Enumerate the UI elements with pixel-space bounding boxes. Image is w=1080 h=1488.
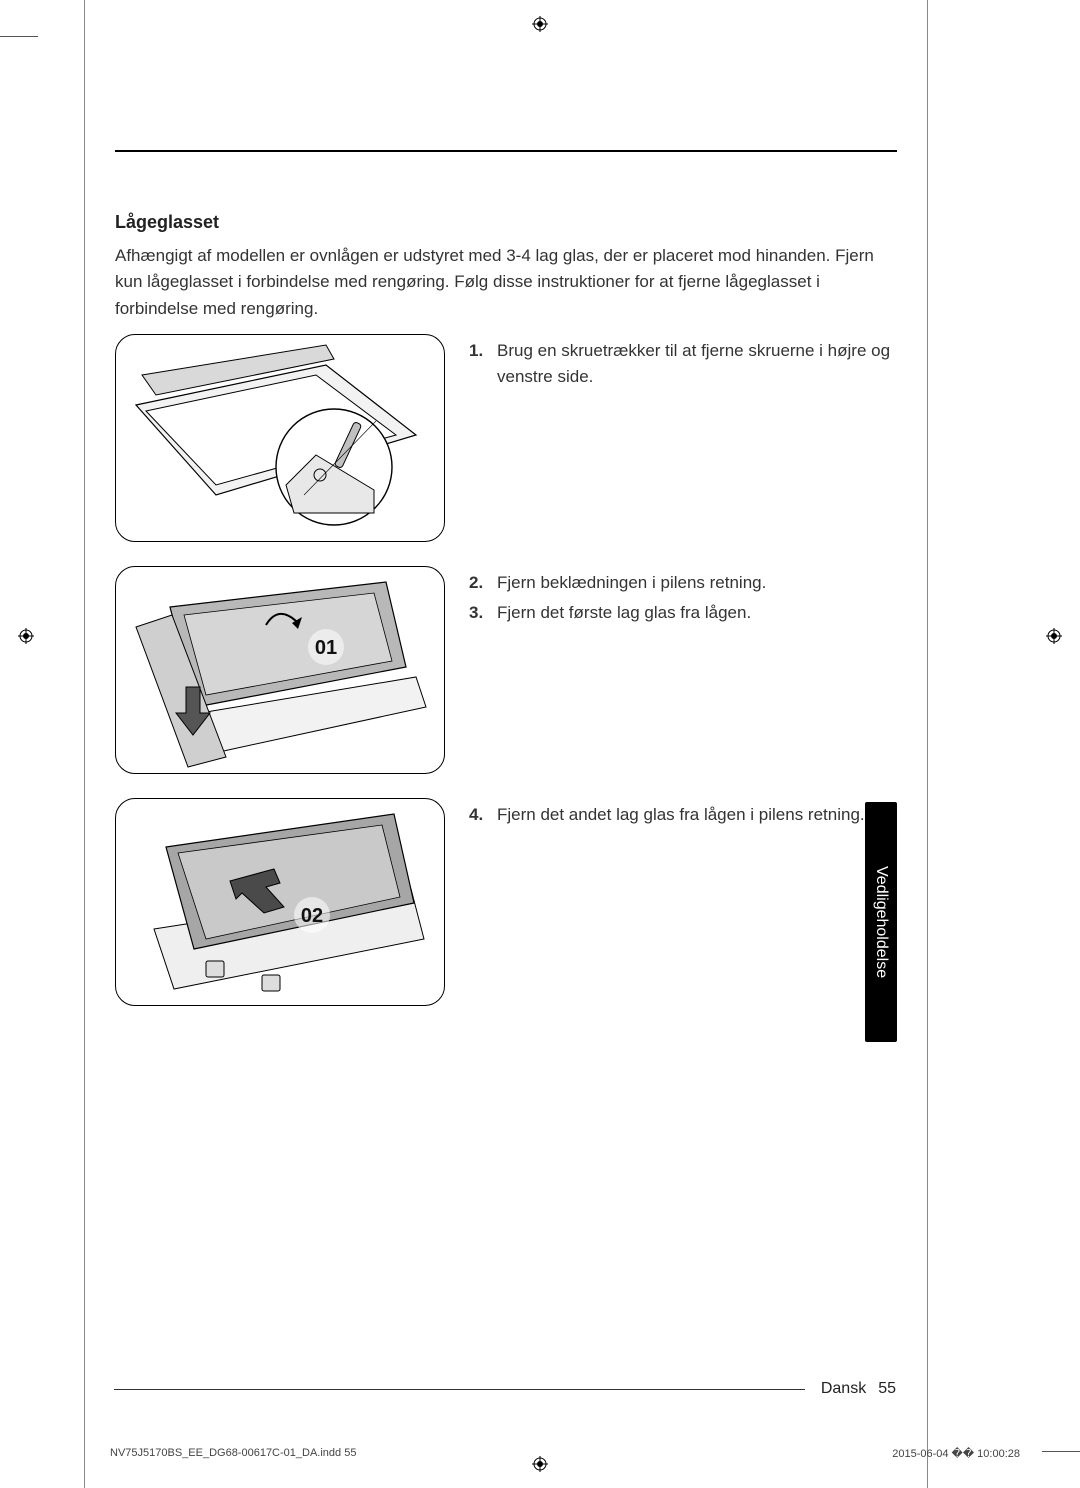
step-number: 1.	[469, 338, 487, 389]
footer-page-number: 55	[878, 1380, 896, 1398]
step-row: 02 4. Fjern det andet lag glas fra lågen…	[115, 798, 897, 1006]
step-item: 1. Brug en skruetrækker til at fjerne sk…	[469, 338, 897, 389]
step-body: Brug en skruetrækker til at fjerne skrue…	[497, 338, 897, 389]
crop-mark	[0, 36, 38, 37]
step-body: Fjern beklædningen i pilens retning.	[497, 570, 766, 596]
step-text: 4. Fjern det andet lag glas fra lågen i …	[469, 798, 897, 1006]
step-row: 1. Brug en skruetrækker til at fjerne sk…	[115, 334, 897, 542]
crop-mark	[1042, 1451, 1080, 1452]
page-content: Lågeglasset Afhængigt af modellen er ovn…	[84, 0, 928, 1488]
step-text: 2. Fjern beklædningen i pilens retning. …	[469, 566, 897, 774]
top-rule	[115, 150, 897, 152]
intro-paragraph: Afhængigt af modellen er ovnlågen er uds…	[115, 243, 897, 322]
print-filename: NV75J5170BS_EE_DG68-00617C-01_DA.indd 55	[110, 1447, 356, 1460]
footer-language: Dansk	[821, 1380, 866, 1398]
section-heading: Lågeglasset	[115, 212, 897, 233]
footer-rule	[114, 1389, 805, 1390]
illus-label-02: 02	[301, 905, 323, 927]
step-number: 3.	[469, 600, 487, 626]
step-number: 4.	[469, 802, 487, 828]
step-item: 4. Fjern det andet lag glas fra lågen i …	[469, 802, 897, 828]
illustration-step-3: 02	[115, 798, 445, 1006]
step-row: 01 2. Fjern beklædningen i pilens retnin…	[115, 566, 897, 774]
step-number: 2.	[469, 570, 487, 596]
step-item: 2. Fjern beklædningen i pilens retning.	[469, 570, 897, 596]
step-body: Fjern det andet lag glas fra lågen i pil…	[497, 802, 865, 828]
illus-label-01: 01	[315, 637, 337, 659]
illustration-step-2: 01	[115, 566, 445, 774]
registration-mark-icon	[1046, 628, 1062, 644]
step-item: 3. Fjern det første lag glas fra lågen.	[469, 600, 897, 626]
illustration-step-1	[115, 334, 445, 542]
registration-mark-icon	[18, 628, 34, 644]
section-tab: Vedligeholdelse	[865, 802, 897, 1042]
print-metadata: NV75J5170BS_EE_DG68-00617C-01_DA.indd 55…	[110, 1447, 1020, 1460]
print-datetime: 2015-06-04 �� 10:00:28	[892, 1447, 1020, 1460]
step-body: Fjern det første lag glas fra lågen.	[497, 600, 751, 626]
page-footer: Dansk 55	[114, 1380, 896, 1398]
step-text: 1. Brug en skruetrækker til at fjerne sk…	[469, 334, 897, 542]
